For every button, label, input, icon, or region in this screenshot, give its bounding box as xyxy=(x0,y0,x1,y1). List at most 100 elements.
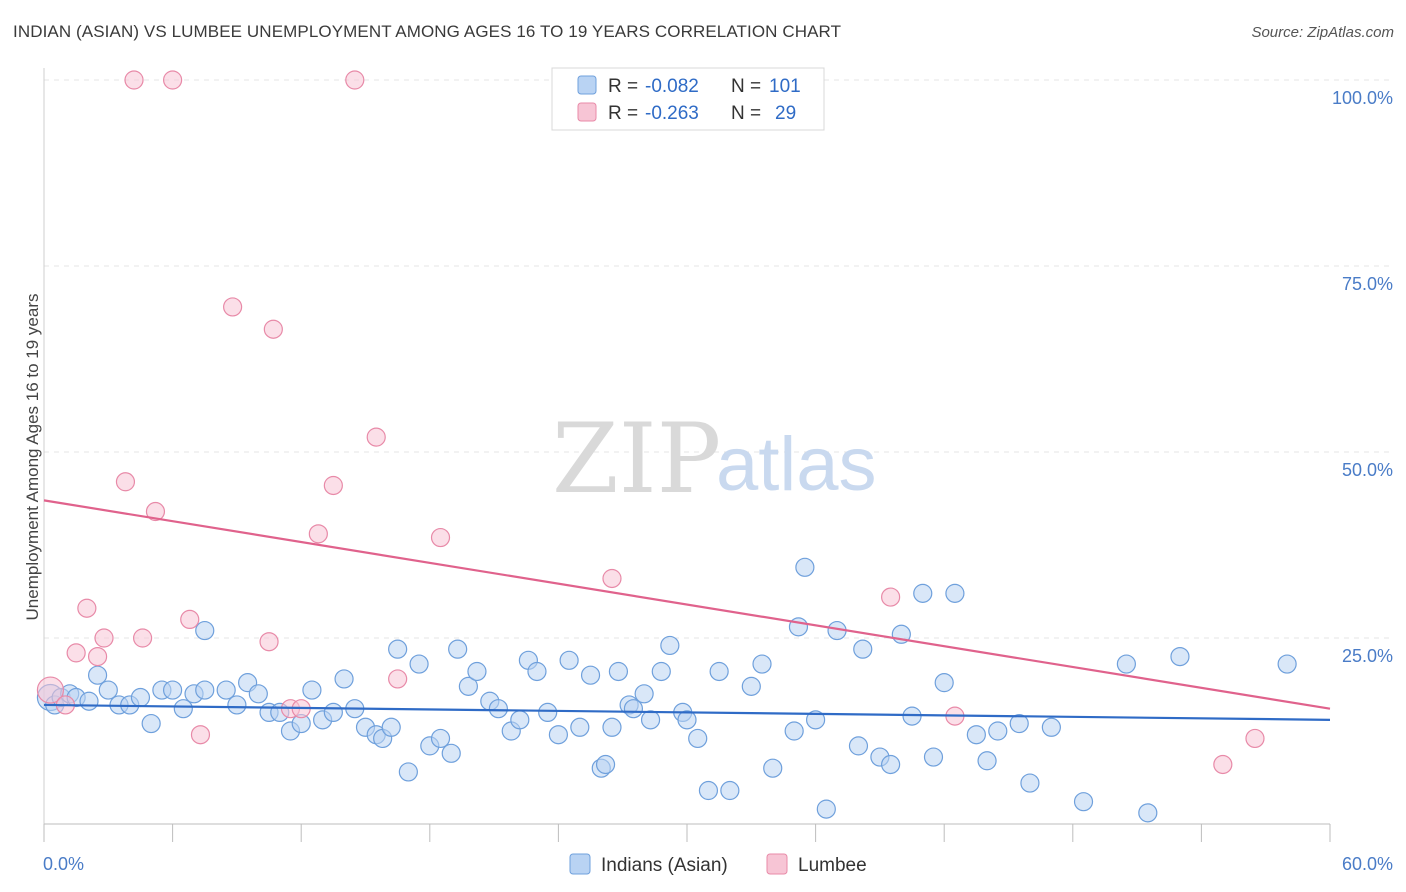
x-tick-label-1: 60.0% xyxy=(1342,854,1393,874)
lumbee-point-2 xyxy=(66,643,86,663)
indians-point-100 xyxy=(1277,654,1297,674)
lumbee-point-20 xyxy=(345,70,365,90)
indians-point-80 xyxy=(848,736,869,756)
watermark-zip: ZIP xyxy=(552,403,721,515)
legend-box xyxy=(551,67,825,131)
lumbee-point-13 xyxy=(223,297,243,317)
lumbee-point-0 xyxy=(36,676,65,704)
indians-point-74 xyxy=(784,721,804,741)
legend-r-value-1: -0.082 xyxy=(645,76,699,97)
legend-r-label-1: R = xyxy=(608,76,638,97)
indians-point-81 xyxy=(853,639,873,659)
chart-title: INDIAN (ASIAN) VS LUMBEE UNEMPLOYMENT AM… xyxy=(13,22,842,41)
indians-point-41 xyxy=(448,639,468,659)
indians-point-63 xyxy=(651,661,671,682)
indians-point-69 xyxy=(709,661,729,682)
indians-point-26 xyxy=(302,680,322,700)
x-tick-labels: 0.0% 60.0% xyxy=(43,854,1393,874)
indians-point-88 xyxy=(934,673,954,693)
indians-point-87 xyxy=(923,747,944,767)
indians-point-58 xyxy=(608,661,629,682)
lumbee-point-19 xyxy=(323,475,343,496)
series-legend-indians-label: Indians (Asian) xyxy=(601,855,728,876)
legend-swatch-blue xyxy=(577,75,597,95)
indians-point-19 xyxy=(227,695,247,715)
indians-point-78 xyxy=(816,799,836,819)
indians-point-72 xyxy=(752,654,772,674)
y-tick-label-3: 100.0% xyxy=(1332,88,1393,108)
indians-point-95 xyxy=(1041,717,1061,737)
indians-point-43 xyxy=(467,661,487,682)
indians-point-93 xyxy=(1009,713,1029,734)
lumbee-point-5 xyxy=(94,628,114,648)
indians-point-56 xyxy=(595,754,616,775)
lumbee-point-28 xyxy=(1245,728,1265,749)
series-lumbee xyxy=(36,70,1265,775)
indians-point-60 xyxy=(623,699,644,719)
lumbee-point-18 xyxy=(308,524,328,544)
lumbee-point-27 xyxy=(1213,754,1233,775)
lumbee-point-11 xyxy=(180,609,200,630)
indians-point-54 xyxy=(580,665,601,685)
indians-point-99 xyxy=(1170,646,1190,667)
lumbee-point-8 xyxy=(132,628,153,648)
lumbee-point-9 xyxy=(145,501,166,522)
lumbee-point-25 xyxy=(881,587,901,607)
indians-point-39 xyxy=(430,728,451,749)
indians-point-11 xyxy=(141,713,161,734)
axes xyxy=(43,68,1331,842)
indians-point-21 xyxy=(248,684,268,704)
indians-point-57 xyxy=(602,717,622,737)
y-tick-label-1: 50.0% xyxy=(1342,460,1393,480)
indians-point-40 xyxy=(441,743,461,763)
indians-point-6 xyxy=(87,665,108,685)
indians-point-34 xyxy=(381,717,401,737)
indians-point-70 xyxy=(720,780,740,801)
y-tick-label-2: 75.0% xyxy=(1342,274,1393,294)
lumbee-point-12 xyxy=(190,725,211,745)
watermark-atlas: atlas xyxy=(716,422,877,507)
gridlines xyxy=(44,79,1392,639)
indians-point-7 xyxy=(98,680,118,700)
trend-lines xyxy=(43,499,1331,721)
series-legend: Indians (Asian) Lumbee xyxy=(569,853,867,876)
lumbee-point-14 xyxy=(259,632,279,652)
lumbee-point-21 xyxy=(366,427,386,447)
indians-point-5 xyxy=(79,691,99,711)
legend-n-value-2: 29 xyxy=(775,103,796,124)
lumbee-point-4 xyxy=(87,646,108,667)
indians-point-49 xyxy=(527,661,547,682)
lumbee-point-7 xyxy=(124,70,144,90)
source-attribution: Source: ZipAtlas.com xyxy=(1251,24,1394,41)
indians-point-29 xyxy=(334,669,354,689)
indians-point-86 xyxy=(913,583,933,603)
indians-point-83 xyxy=(881,754,901,775)
lumbee-point-6 xyxy=(115,472,136,492)
indians-point-18 xyxy=(216,680,236,700)
indians-point-94 xyxy=(1020,773,1040,793)
lumbee-point-23 xyxy=(430,527,451,548)
indians-point-52 xyxy=(559,650,579,670)
indians-point-76 xyxy=(795,557,815,577)
indians-point-98 xyxy=(1138,803,1158,823)
indians-point-89 xyxy=(945,583,965,603)
series-legend-lumbee-label: Lumbee xyxy=(798,855,867,876)
indians-point-16 xyxy=(195,680,215,700)
indians-point-64 xyxy=(660,635,680,656)
series-legend-swatch-lumbee xyxy=(766,853,788,875)
indians-point-97 xyxy=(1116,654,1136,674)
lumbee-point-24 xyxy=(602,568,622,589)
indians-point-45 xyxy=(488,699,508,719)
legend-r-value-2: -0.263 xyxy=(645,103,699,124)
indians-point-17 xyxy=(195,620,215,641)
trend-line-indians xyxy=(43,703,1331,721)
indians-point-71 xyxy=(741,676,761,696)
lumbee-point-15 xyxy=(263,319,283,339)
lumbee-point-3 xyxy=(77,598,97,618)
indians-point-50 xyxy=(538,702,558,723)
indians-point-35 xyxy=(388,639,408,659)
indians-point-51 xyxy=(548,725,569,745)
legend-r-label-2: R = xyxy=(608,103,638,124)
trend-line-lumbee xyxy=(43,499,1331,710)
